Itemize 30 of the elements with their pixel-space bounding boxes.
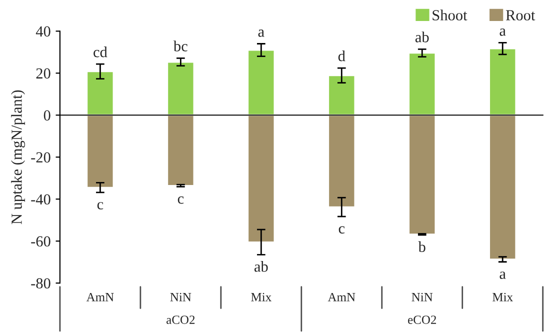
x-tick-label: AmN xyxy=(86,292,114,302)
y-tick-label: -60 xyxy=(31,236,50,247)
data-label: ab xyxy=(254,261,268,272)
data-label: c xyxy=(97,202,104,210)
data-label: b xyxy=(418,241,426,252)
y-tick-label: -80 xyxy=(31,278,50,289)
data-label: bc xyxy=(173,40,188,52)
y-tick-label: 0 xyxy=(44,110,50,121)
legend-label: Shoot xyxy=(432,10,468,20)
data-label: a xyxy=(500,272,506,279)
y-tick-label: -20 xyxy=(31,152,50,163)
y-tick-label: 40 xyxy=(36,26,50,37)
data-label: c xyxy=(178,196,184,204)
data-label: d xyxy=(338,50,346,62)
x-tick-label: Mix xyxy=(251,292,272,302)
data-label: cd xyxy=(94,46,108,58)
data-label: ab xyxy=(415,32,429,42)
y-tick-label: 20 xyxy=(36,68,50,79)
legend-label: Root xyxy=(506,10,536,20)
x-tick-label: NiN xyxy=(412,292,433,302)
y-axis-title: N uptake (mgN/plant) xyxy=(11,90,25,224)
x-tick-label: NiN xyxy=(170,292,192,302)
x-tick-label: Mix xyxy=(492,292,513,302)
data-label: a xyxy=(500,28,506,36)
y-tick-label: -40 xyxy=(31,194,50,205)
data-label: c xyxy=(338,226,345,234)
text: aCO2 xyxy=(166,316,195,324)
data-label: a xyxy=(258,30,264,37)
x-tick-label: AmN xyxy=(328,292,356,302)
text: eCO2 xyxy=(408,316,436,324)
